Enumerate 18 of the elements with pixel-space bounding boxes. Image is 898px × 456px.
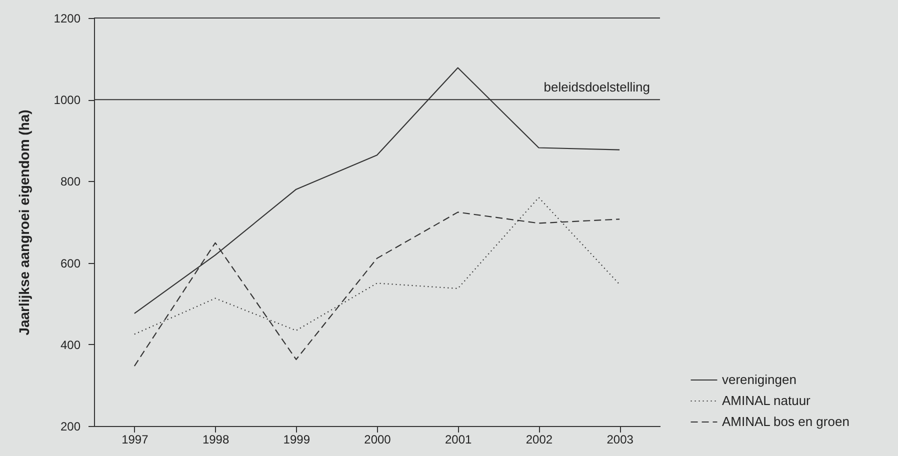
- x-tick-label: 2000: [364, 432, 392, 446]
- ref-line-label: beleidsdoelstelling: [544, 80, 650, 95]
- x-tick-label: 2001: [445, 432, 472, 446]
- legend-label: AMINAL natuur: [722, 393, 812, 408]
- x-tick-label: 1998: [202, 432, 230, 446]
- x-tick-label: 2002: [526, 432, 553, 446]
- y-tick-label: 600: [60, 256, 81, 270]
- y-tick-label: 200: [60, 420, 81, 434]
- legend-label: AMINAL bos en groen: [722, 414, 850, 429]
- y-tick-label: 400: [60, 338, 81, 352]
- x-tick-label: 1999: [283, 432, 310, 446]
- legend-label: verenigingen: [722, 372, 796, 387]
- y-tick-label: 1200: [54, 12, 81, 26]
- y-tick-label: 1000: [54, 93, 81, 108]
- y-axis-title: Jaarlijkse aangroei eigendom (ha): [16, 110, 32, 336]
- y-tick-label: 800: [60, 174, 81, 189]
- x-tick-label: 1997: [122, 432, 149, 446]
- x-tick-label: 2003: [606, 432, 634, 446]
